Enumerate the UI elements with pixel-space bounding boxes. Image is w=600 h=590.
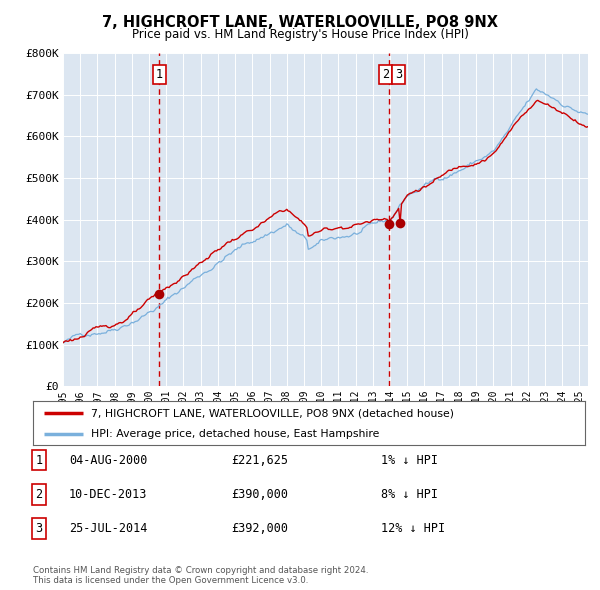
Text: 04-AUG-2000: 04-AUG-2000	[69, 454, 148, 467]
Text: 3: 3	[395, 68, 402, 81]
Text: 3: 3	[35, 522, 43, 535]
Text: Contains HM Land Registry data © Crown copyright and database right 2024.
This d: Contains HM Land Registry data © Crown c…	[33, 566, 368, 585]
Text: 7, HIGHCROFT LANE, WATERLOOVILLE, PO8 9NX (detached house): 7, HIGHCROFT LANE, WATERLOOVILLE, PO8 9N…	[91, 408, 454, 418]
Text: Price paid vs. HM Land Registry's House Price Index (HPI): Price paid vs. HM Land Registry's House …	[131, 28, 469, 41]
Text: 2: 2	[382, 68, 389, 81]
Text: £221,625: £221,625	[231, 454, 288, 467]
Text: 10-DEC-2013: 10-DEC-2013	[69, 488, 148, 501]
Text: 1: 1	[35, 454, 43, 467]
Text: HPI: Average price, detached house, East Hampshire: HPI: Average price, detached house, East…	[91, 428, 379, 438]
Text: 8% ↓ HPI: 8% ↓ HPI	[381, 488, 438, 501]
Text: £390,000: £390,000	[231, 488, 288, 501]
Text: 2: 2	[35, 488, 43, 501]
Text: 7, HIGHCROFT LANE, WATERLOOVILLE, PO8 9NX: 7, HIGHCROFT LANE, WATERLOOVILLE, PO8 9N…	[102, 15, 498, 30]
Text: 1% ↓ HPI: 1% ↓ HPI	[381, 454, 438, 467]
Text: £392,000: £392,000	[231, 522, 288, 535]
Text: 25-JUL-2014: 25-JUL-2014	[69, 522, 148, 535]
Text: 1: 1	[155, 68, 163, 81]
Text: 12% ↓ HPI: 12% ↓ HPI	[381, 522, 445, 535]
